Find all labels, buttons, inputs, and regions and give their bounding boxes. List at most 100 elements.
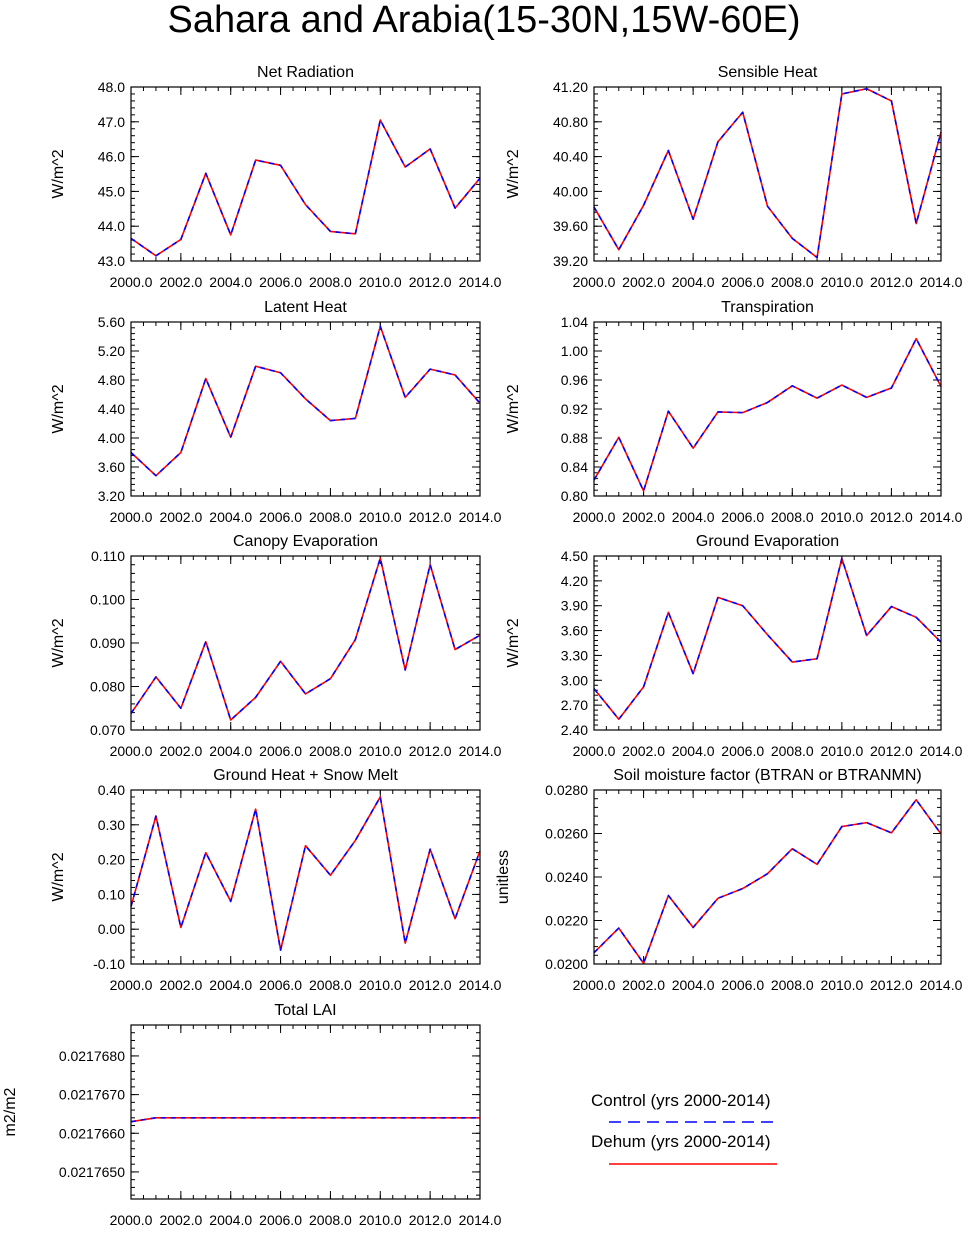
x-tick-label: 2012.0: [409, 977, 452, 993]
chart-legend: Control (yrs 2000-2014) Dehum (yrs 2000-…: [591, 1091, 777, 1165]
y-tick-label: 4.80: [98, 372, 125, 388]
panel-title: Transpiration: [721, 299, 814, 316]
x-tick-label: 2006.0: [259, 977, 302, 993]
x-tick-label: 2010.0: [359, 977, 402, 993]
x-tick-label: 2004.0: [672, 977, 715, 993]
x-tick-label: 2008.0: [771, 977, 814, 993]
series-line-control: [593, 557, 942, 721]
y-tick-label: 0.100: [90, 592, 125, 608]
series-line-dehum: [130, 557, 481, 721]
x-tick-label: 2000.0: [573, 743, 616, 759]
chart-panel: 2000.0 2002.0 2004.0 2006.0 2008.0 2010.0 2012…: [505, 299, 963, 525]
panel-title: Canopy Evaporation: [233, 533, 378, 550]
x-tick-label: 2014.0: [920, 509, 963, 525]
y-tick-label: 3.30: [561, 647, 588, 663]
plot-frame: [130, 555, 481, 731]
x-tick-label: 2010.0: [359, 274, 402, 290]
y-tick-label: 39.60: [553, 218, 588, 234]
x-tick-label: 2012.0: [870, 274, 913, 290]
x-tick-label: 2002.0: [159, 1212, 202, 1228]
y-tick-label: 3.90: [561, 598, 588, 614]
x-tick-label: 2014.0: [920, 977, 963, 993]
y-axis-label: m2/m2: [2, 1087, 19, 1136]
x-tick-label: 2012.0: [870, 977, 913, 993]
y-tick-label: 5.60: [98, 314, 125, 330]
y-tick-label: 40.80: [553, 114, 588, 130]
x-tick-label: 2006.0: [259, 743, 302, 759]
chart-panel: 2000.0 2002.0 2004.0 2006.0 2008.0 2010.0 2012…: [2, 1002, 502, 1228]
x-tick-label: 2006.0: [259, 274, 302, 290]
x-tick-label: 2012.0: [409, 274, 452, 290]
y-tick-label: 4.00: [98, 430, 125, 446]
plot-frame: [130, 86, 481, 262]
y-tick-label: 3.20: [98, 488, 125, 504]
panel-title: Sensible Heat: [718, 64, 818, 81]
x-tick-label: 2010.0: [359, 743, 402, 759]
y-tick-label: 4.40: [98, 401, 125, 417]
y-tick-label: 0.0240: [545, 869, 588, 885]
x-tick-label: 2010.0: [820, 274, 863, 290]
series-line-control: [593, 87, 942, 259]
y-axis-label: W/m^2: [50, 618, 67, 667]
y-tick-label: 40.40: [553, 149, 588, 165]
series-line-control: [130, 119, 481, 257]
y-axis-label: W/m^2: [50, 384, 67, 433]
y-tick-label: 0.30: [98, 817, 125, 833]
x-tick-label: 2000.0: [573, 274, 616, 290]
y-tick-label: 0.80: [561, 488, 588, 504]
x-tick-label: 2008.0: [309, 1212, 352, 1228]
chart-panel: 2000.0 2002.0 2004.0 2006.0 2008.0 2010.0 2012…: [50, 299, 502, 525]
series-line-dehum: [130, 325, 481, 477]
x-tick-label: 2008.0: [309, 743, 352, 759]
panel-title: Latent Heat: [264, 299, 347, 316]
y-tick-label: 3.60: [561, 623, 588, 639]
legend-label-dehum: Dehum (yrs 2000-2014): [591, 1132, 771, 1151]
x-tick-label: 2014.0: [459, 274, 502, 290]
series-line-dehum: [593, 557, 942, 721]
y-tick-label: 40.00: [553, 183, 588, 199]
series-line-control: [130, 557, 481, 721]
y-tick-label: 4.50: [561, 548, 588, 564]
y-tick-label: 0.080: [90, 679, 125, 695]
x-tick-label: 2008.0: [771, 743, 814, 759]
x-tick-label: 2006.0: [721, 274, 764, 290]
x-tick-label: 2000.0: [573, 977, 616, 993]
x-tick-label: 2006.0: [721, 743, 764, 759]
chart-panel: 2000.0 2002.0 2004.0 2006.0 2008.0 2010.0 2012…: [505, 533, 963, 759]
x-tick-label: 2008.0: [771, 274, 814, 290]
y-tick-label: 3.00: [561, 672, 588, 688]
x-tick-label: 2008.0: [771, 509, 814, 525]
x-tick-label: 2006.0: [259, 509, 302, 525]
x-tick-label: 2004.0: [209, 977, 252, 993]
y-tick-label: 0.0260: [545, 826, 588, 842]
x-tick-label: 2004.0: [209, 743, 252, 759]
plot-frame: [593, 321, 942, 497]
x-tick-label: 2008.0: [309, 274, 352, 290]
y-tick-label: 41.20: [553, 79, 588, 95]
y-tick-label: 5.20: [98, 343, 125, 359]
y-tick-label: 0.88: [561, 430, 588, 446]
x-tick-label: 2000.0: [110, 977, 153, 993]
y-tick-label: 0.0217680: [59, 1048, 125, 1064]
x-tick-label: 2014.0: [459, 743, 502, 759]
plot-frame: [593, 555, 942, 731]
series-line-control: [130, 1117, 480, 1123]
x-tick-label: 2010.0: [820, 743, 863, 759]
y-tick-label: 39.20: [553, 253, 588, 269]
y-tick-label: 0.20: [98, 852, 125, 868]
y-tick-label: 43.0: [98, 253, 125, 269]
y-tick-label: 0.110: [91, 548, 125, 564]
x-tick-label: 2002.0: [622, 274, 665, 290]
x-tick-label: 2014.0: [920, 274, 963, 290]
x-tick-label: 2000.0: [573, 509, 616, 525]
x-tick-label: 2002.0: [159, 274, 202, 290]
x-tick-label: 2000.0: [110, 743, 153, 759]
panel-title: Net Radiation: [257, 64, 354, 81]
x-tick-label: 2004.0: [672, 509, 715, 525]
y-tick-label: 0.0217670: [59, 1087, 125, 1103]
series-line-control: [593, 337, 942, 492]
y-tick-label: 0.090: [90, 635, 125, 651]
y-tick-label: 0.84: [561, 459, 588, 475]
y-tick-label: 46.0: [98, 149, 125, 165]
y-axis-label: W/m^2: [505, 384, 522, 433]
